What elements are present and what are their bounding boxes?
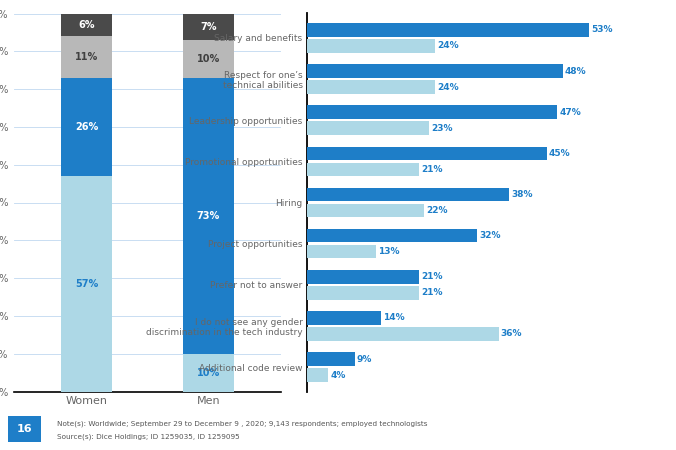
Bar bbox=[183, 40, 234, 78]
Bar bbox=[307, 229, 477, 243]
Bar bbox=[307, 147, 547, 160]
Text: 48%: 48% bbox=[564, 67, 586, 76]
Bar bbox=[307, 352, 355, 366]
Text: 10%: 10% bbox=[197, 54, 220, 64]
Bar bbox=[307, 39, 435, 53]
Bar bbox=[307, 188, 509, 201]
Text: 32%: 32% bbox=[479, 231, 501, 240]
Bar bbox=[307, 327, 499, 341]
Text: 23%: 23% bbox=[431, 124, 453, 133]
Text: 22%: 22% bbox=[426, 206, 448, 215]
Bar bbox=[307, 311, 381, 325]
Bar bbox=[307, 23, 589, 37]
Bar bbox=[307, 80, 435, 94]
Bar bbox=[307, 162, 418, 176]
Text: 47%: 47% bbox=[560, 108, 581, 117]
Bar bbox=[307, 245, 376, 258]
Bar bbox=[307, 122, 429, 135]
Bar bbox=[307, 368, 328, 382]
Text: 26%: 26% bbox=[75, 122, 98, 132]
Bar bbox=[307, 286, 418, 300]
Bar bbox=[307, 105, 557, 119]
Text: 14%: 14% bbox=[383, 314, 405, 323]
Text: 4%: 4% bbox=[330, 370, 345, 379]
Text: 9%: 9% bbox=[357, 355, 372, 364]
Bar bbox=[61, 78, 112, 176]
Text: 45%: 45% bbox=[549, 149, 571, 158]
Text: 13%: 13% bbox=[378, 247, 400, 256]
Bar bbox=[307, 270, 418, 284]
Text: Note(s): Worldwide; September 29 to December 9 , 2020; 9,143 respondents; employ: Note(s): Worldwide; September 29 to Dece… bbox=[57, 420, 428, 427]
Text: 57%: 57% bbox=[75, 279, 98, 289]
Bar bbox=[183, 14, 234, 40]
Text: 24%: 24% bbox=[437, 82, 458, 91]
Text: 7%: 7% bbox=[200, 22, 216, 32]
Text: 24%: 24% bbox=[437, 41, 458, 50]
Bar bbox=[183, 78, 234, 354]
Bar bbox=[61, 14, 112, 36]
Bar bbox=[183, 354, 234, 392]
Bar bbox=[61, 176, 112, 392]
Bar bbox=[61, 36, 112, 78]
Text: Source(s): Dice Holdings; ID 1259035, ID 1259095: Source(s): Dice Holdings; ID 1259035, ID… bbox=[57, 434, 240, 440]
Text: 36%: 36% bbox=[501, 329, 523, 338]
Bar bbox=[307, 204, 424, 217]
Text: 73%: 73% bbox=[197, 211, 220, 221]
Text: 6%: 6% bbox=[78, 20, 95, 30]
Text: 10%: 10% bbox=[197, 368, 220, 378]
Text: 21%: 21% bbox=[420, 165, 442, 174]
Bar bbox=[307, 64, 562, 78]
Text: 53%: 53% bbox=[592, 26, 613, 35]
Text: 16: 16 bbox=[16, 424, 32, 434]
Text: 21%: 21% bbox=[420, 288, 442, 297]
Text: 11%: 11% bbox=[75, 52, 98, 62]
Text: 21%: 21% bbox=[420, 272, 442, 281]
Text: 38%: 38% bbox=[512, 190, 533, 199]
